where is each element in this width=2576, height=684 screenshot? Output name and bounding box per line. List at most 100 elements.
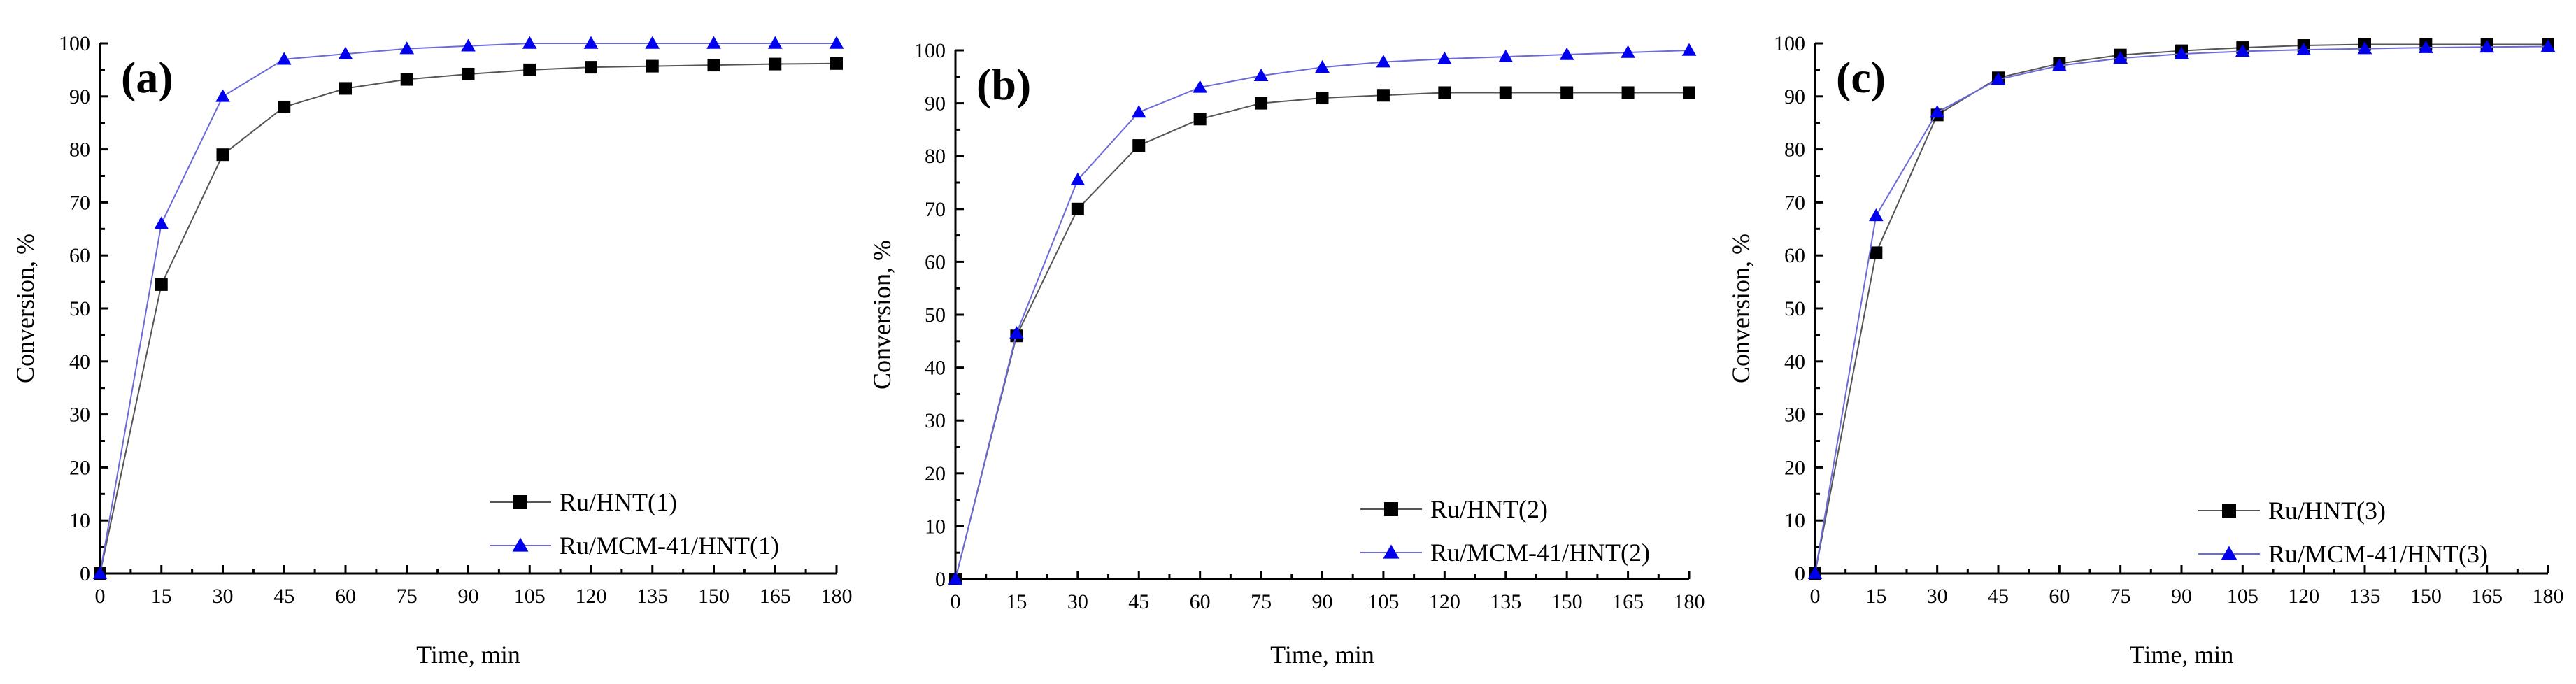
- y-tick-label: 60: [925, 250, 946, 273]
- series-2: [92, 36, 844, 579]
- y-tick-label: 90: [69, 85, 90, 108]
- data-point: [399, 41, 415, 55]
- y-tick-label: 80: [69, 138, 90, 162]
- x-tick-label: 135: [1490, 590, 1521, 613]
- legend-label: Ru/MCM-41/HNT(3): [2268, 540, 2488, 568]
- y-tick-label: 100: [914, 39, 946, 62]
- data-point: [278, 100, 291, 113]
- data-point: [154, 216, 169, 229]
- y-tick-label: 100: [59, 32, 90, 55]
- y-tick-label: 20: [69, 456, 90, 479]
- x-tick-label: 75: [397, 585, 418, 608]
- x-tick-label: 105: [514, 585, 546, 608]
- data-point: [400, 73, 413, 86]
- data-point: [646, 59, 659, 73]
- x-tick-label: 0: [95, 585, 106, 608]
- series-line: [99, 43, 837, 574]
- x-axis-title: Time, min: [416, 641, 520, 669]
- data-point: [707, 59, 720, 72]
- x-tick-label: 90: [2171, 585, 2192, 608]
- y-tick-label: 10: [925, 515, 946, 538]
- data-point: [2051, 58, 2067, 71]
- legend-triangle-marker: [512, 537, 529, 552]
- data-point: [2540, 39, 2556, 52]
- data-point: [2418, 40, 2433, 53]
- x-tick-label: 45: [1988, 585, 2009, 608]
- data-point: [829, 36, 844, 49]
- y-tick-label: 40: [1784, 350, 1805, 373]
- data-point: [462, 67, 475, 80]
- y-tick-label: 0: [935, 568, 946, 591]
- data-point: [1930, 105, 1945, 118]
- x-axis-title: Time, min: [2130, 641, 2234, 669]
- data-point: [1132, 139, 1146, 152]
- y-tick-label: 30: [69, 404, 90, 427]
- y-tick-label: 0: [1795, 562, 1805, 585]
- data-point: [2235, 44, 2250, 57]
- legend-label: Ru/MCM-41/HNT(1): [560, 532, 779, 560]
- x-tick-label: 45: [1128, 590, 1149, 613]
- y-tick-label: 30: [925, 409, 946, 432]
- x-tick-label: 90: [1312, 590, 1333, 613]
- y-tick-label: 80: [925, 145, 946, 168]
- y-tick-label: 40: [69, 350, 90, 373]
- x-tick-label: 0: [1810, 585, 1821, 608]
- series-1: [1809, 38, 2554, 580]
- legend-label: Ru/HNT(3): [2268, 497, 2386, 525]
- x-tick-label: 180: [821, 585, 853, 608]
- data-point: [1868, 208, 1884, 222]
- y-tick-label: 50: [1784, 297, 1805, 320]
- legend-label: Ru/MCM-41/HNT(2): [1430, 539, 1650, 567]
- data-point: [1193, 80, 1208, 93]
- x-tick-label: 15: [1865, 585, 1886, 608]
- series-2: [948, 43, 1697, 585]
- x-axis-title: Time, min: [1270, 641, 1374, 669]
- data-point: [276, 52, 292, 65]
- data-point: [1870, 246, 1883, 259]
- legend: Ru/HNT(3) Ru/MCM-41/HNT(3): [2198, 497, 2488, 568]
- y-tick-label: 70: [1784, 191, 1805, 214]
- data-point: [767, 36, 783, 49]
- y-axis-title: Conversion, %: [1727, 234, 1755, 383]
- x-tick-label: 45: [273, 585, 294, 608]
- series-line: [1814, 43, 2548, 574]
- series-line: [955, 92, 1689, 580]
- y-tick-label: 20: [1784, 456, 1805, 479]
- x-tick-label: 75: [1251, 590, 1272, 613]
- data-point: [645, 36, 660, 49]
- x-tick-label: 165: [760, 585, 791, 608]
- x-tick-label: 120: [1429, 590, 1460, 613]
- x-tick-label: 105: [2227, 585, 2258, 608]
- data-point: [1316, 92, 1329, 105]
- data-point: [1255, 97, 1268, 110]
- data-point: [1991, 72, 2006, 85]
- y-axis-title: Conversion, %: [868, 240, 896, 390]
- y-tick-label: 20: [925, 462, 946, 485]
- data-point: [1009, 326, 1024, 339]
- panel-label: (b): [976, 59, 1031, 109]
- x-tick-label: 15: [1006, 590, 1027, 613]
- data-point: [948, 571, 963, 585]
- y-tick-label: 10: [1784, 509, 1805, 532]
- data-point: [523, 63, 536, 76]
- data-point: [92, 566, 108, 579]
- data-point: [2296, 42, 2312, 55]
- x-tick-label: 60: [1190, 590, 1211, 613]
- series-2: [1807, 39, 2556, 579]
- panel-label: (c): [1836, 52, 1886, 102]
- data-point: [338, 46, 353, 59]
- x-tick-label: 135: [2349, 585, 2381, 608]
- chart-panel-b: 0 15 30 45 60 75 90 105 120 135 150 165 180 0 10 20 30 40…: [868, 39, 1705, 669]
- data-point: [522, 36, 537, 49]
- series-line: [99, 62, 837, 574]
- data-point: [1131, 105, 1146, 118]
- data-point: [1559, 47, 1574, 60]
- data-point: [1498, 49, 1514, 62]
- legend-label: Ru/HNT(2): [1430, 495, 1548, 523]
- y-tick-label: 100: [1774, 32, 1805, 55]
- legend-square-marker: [2222, 504, 2236, 518]
- data-point: [2174, 46, 2189, 59]
- data-point: [706, 36, 721, 49]
- x-tick-label: 15: [151, 585, 172, 608]
- legend: Ru/HNT(1) Ru/MCM-41/HNT(1): [490, 488, 779, 560]
